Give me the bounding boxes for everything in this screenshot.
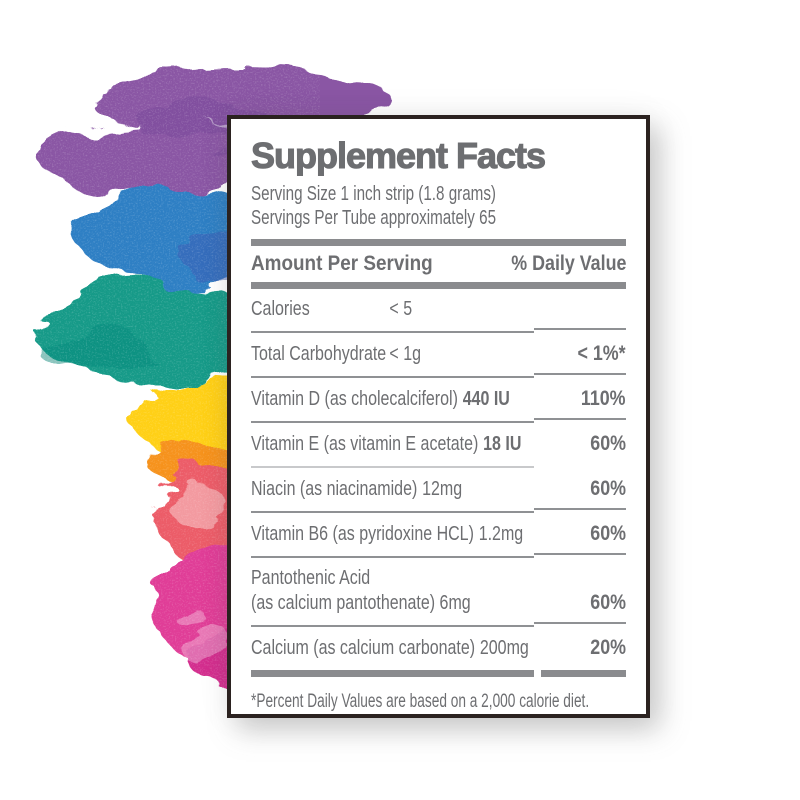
thick-rule-top [251, 239, 626, 246]
daily-value: 60% [590, 591, 626, 614]
row-dv-cell: < 1%* [534, 341, 626, 367]
row-name-cell: Vitamin D (as cholecalciferol) 440 IU [251, 387, 534, 412]
nutrient-amount: 440 IU [462, 388, 510, 410]
row-name-cell: Calcium (as calcium carbonate) 200mg [251, 636, 534, 661]
table-row: Calcium (as calcium carbonate) 200mg 20% [251, 627, 626, 667]
footnote-text: *Percent Daily Values are based on a 2,0… [251, 691, 590, 712]
daily-value: 60% [590, 522, 626, 545]
nutrient-amount: 12mg [422, 478, 463, 500]
row-dv-cell: 60% [534, 431, 626, 457]
column-header-row: Amount Per Serving % Daily Value [251, 246, 626, 282]
nutrient-amount: < 5 [389, 298, 413, 320]
row-separator [251, 373, 626, 378]
table-row: Pantothenic Acid (as calcium pantothenate… [251, 558, 626, 622]
column-header-dv: % Daily Value [510, 252, 626, 275]
row-dv-cell: 110% [534, 386, 626, 412]
row-name-cell: Pantothenic Acid (as calcium pantothenate… [251, 566, 534, 616]
nutrient-amount: 1.2mg [478, 523, 524, 545]
table-row: Vitamin B6 (as pyridoxine HCL) 1.2mg 60% [251, 513, 626, 553]
table-row: Total Carbohydrate < 1g < 1%* [251, 333, 626, 373]
nutrient-amount: 200mg [479, 637, 529, 659]
nutrient-name: Pantothenic Acid (as calcium pantothenate… [251, 567, 471, 614]
table-row: Niacin (as niacinamide) 12mg 60% [251, 468, 626, 508]
nutrient-name: Vitamin D (as cholecalciferol) [251, 388, 458, 410]
row-dv-cell: 60% [534, 521, 626, 547]
row-separator [251, 622, 626, 627]
row-name-cell: Calories < 5 [251, 297, 534, 322]
footnote: *Percent Daily Values are based on a 2,0… [251, 690, 626, 714]
nutrient-name: Calcium (as calcium carbonate) [251, 637, 476, 659]
servings-per-tube-text: Servings Per Tube approximately 65 [251, 207, 497, 229]
nutrient-amount: 18 IU [483, 433, 522, 455]
row-separator [251, 418, 626, 423]
row-dv-cell: 60% [534, 590, 626, 616]
column-header-amount: Amount Per Serving [251, 252, 433, 275]
row-name-cell: Niacin (as niacinamide) 12mg [251, 477, 534, 502]
nutrient-name: Vitamin E (as vitamin E acetate) [251, 433, 479, 455]
nutrient-name: Calories [251, 298, 310, 320]
facts-rows: Calories < 5 Total Carbohydrate < 1g < 1%* Vi… [251, 289, 626, 679]
daily-value: < 1%* [577, 342, 626, 365]
row-separator [251, 553, 626, 558]
serving-info: Serving Size 1 inch strip (1.8 grams) Se… [251, 182, 626, 230]
nutrient-name: Vitamin B6 (as pyridoxine HCL) [251, 523, 474, 545]
daily-value: 110% [581, 387, 626, 410]
serving-size-text: Serving Size 1 inch strip (1.8 grams) [251, 183, 496, 205]
table-row: Vitamin E (as vitamin E acetate) 18 IU 60% [251, 423, 626, 463]
row-name-cell: Total Carbohydrate < 1g [251, 342, 534, 367]
daily-value: 60% [590, 477, 626, 500]
nutrient-name: Total Carbohydrate [251, 343, 387, 365]
table-row: Vitamin D (as cholecalciferol) 440 IU 110% [251, 378, 626, 418]
row-separator [251, 328, 626, 333]
daily-value: 20% [590, 636, 626, 659]
nutrient-amount: < 1g [389, 343, 421, 365]
row-separator [251, 668, 626, 679]
daily-value: 60% [590, 432, 626, 455]
supplement-facts-panel: Supplement Facts Serving Size 1 inch str… [227, 115, 650, 718]
row-name-cell: Vitamin E (as vitamin E acetate) 18 IU [251, 432, 534, 457]
row-separator [251, 463, 626, 468]
row-separator [251, 508, 626, 513]
thick-rule-header [251, 282, 626, 289]
row-name-cell: Vitamin B6 (as pyridoxine HCL) 1.2mg [251, 522, 534, 547]
nutrient-name: Niacin (as niacinamide) [251, 478, 418, 500]
row-dv-cell: 20% [534, 635, 626, 661]
row-dv-cell: 60% [534, 476, 626, 502]
panel-title: Supplement Facts [250, 134, 546, 176]
table-row: Calories < 5 [251, 289, 626, 328]
